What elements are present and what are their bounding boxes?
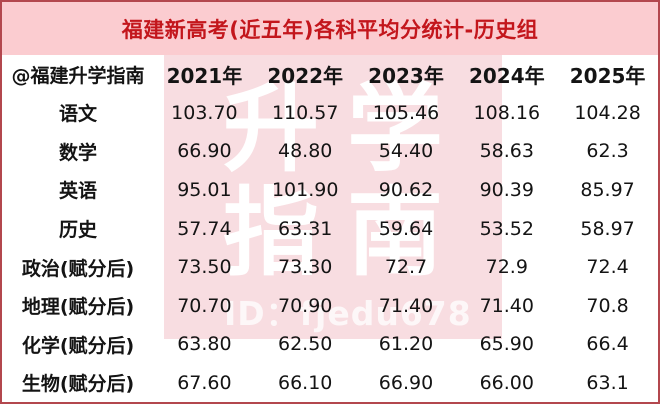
row-label: 政治(赋分后) <box>21 257 135 280</box>
score-cell: 61.20 <box>378 333 434 356</box>
score-cell: 63.1 <box>586 371 629 394</box>
watermark-characters: 升学 指南 <box>164 55 502 285</box>
page-title: 福建新高考(近五年)各科平均分统计-历史组 <box>121 17 539 42</box>
watermark: 升学 指南 ID：fjedu678 <box>164 55 502 339</box>
score-cell: 66.90 <box>177 140 232 163</box>
table-row: 化学(赋分后) 63.80 62.50 61.20 65.90 66.4 <box>2 325 658 364</box>
score-cell: 66.4 <box>586 333 629 356</box>
score-cell: 71.40 <box>378 294 434 317</box>
year-column-header: 2023年 <box>368 63 444 88</box>
row-label: 数学 <box>58 141 97 164</box>
score-cell: 103.70 <box>171 101 238 124</box>
table-row: 数学 66.90 48.80 54.40 58.63 62.3 <box>2 132 658 171</box>
source-handle: @福建升学指南 <box>11 64 145 87</box>
score-cell: 104.28 <box>574 101 641 124</box>
year-column-header: 2025年 <box>569 63 646 88</box>
score-cell: 58.63 <box>479 140 534 163</box>
score-cell: 59.64 <box>378 217 434 240</box>
row-label: 历史 <box>58 219 97 242</box>
score-cell: 58.97 <box>580 217 635 240</box>
score-cell: 70.90 <box>277 294 333 317</box>
watermark-line-2: 指南 <box>223 177 471 289</box>
score-cell: 71.40 <box>479 294 534 317</box>
watermark-id: ID：fjedu678 <box>224 294 472 333</box>
score-cell: 67.60 <box>177 371 232 394</box>
score-cell: 70.8 <box>586 294 629 317</box>
score-cell: 48.80 <box>277 140 333 163</box>
score-cell: 95.01 <box>177 178 232 201</box>
score-cell: 62.50 <box>277 333 333 356</box>
title-bar: 福建新高考(近五年)各科平均分统计-历史组 <box>2 2 658 55</box>
score-cell: 90.39 <box>479 178 534 201</box>
score-cell: 70.70 <box>177 294 232 317</box>
watermark-line-1: 升学 <box>223 73 471 185</box>
table-row: 历史 57.74 63.31 59.64 53.52 58.97 <box>2 209 658 248</box>
score-table: @福建升学指南 2021年 2022年 2023年 2024年 2025年语文 103.70… <box>2 55 658 402</box>
score-cell: 108.16 <box>473 101 541 124</box>
year-column-header: 2024年 <box>468 63 545 88</box>
score-cell: 66.10 <box>277 371 333 394</box>
score-cell: 110.57 <box>271 101 339 124</box>
row-label: 语文 <box>58 103 97 126</box>
row-label: 生物(赋分后) <box>21 373 135 396</box>
score-cell: 72.7 <box>384 256 428 279</box>
score-cell: 73.50 <box>177 256 232 279</box>
score-cell: 90.62 <box>378 178 434 201</box>
year-column-header: 2021年 <box>166 63 243 88</box>
row-label: 英语 <box>58 180 97 203</box>
score-cell: 53.52 <box>479 217 534 240</box>
score-cell: 66.90 <box>378 371 434 394</box>
table-row: 生物(赋分后) 67.60 66.10 66.90 66.00 63.1 <box>2 364 658 403</box>
score-cell: 57.74 <box>177 217 232 240</box>
year-column-header: 2022年 <box>267 63 344 88</box>
score-cell: 62.3 <box>586 140 629 163</box>
table-row: 政治(赋分后) 73.50 73.30 72.7 72.9 72.4 <box>2 248 658 287</box>
table-row: 语文 103.70 110.57 105.46 108.16 104.28 <box>2 94 658 133</box>
score-cell: 65.90 <box>479 333 534 356</box>
score-cell: 63.31 <box>277 217 333 240</box>
score-cell: 85.97 <box>580 178 635 201</box>
score-cell: 105.46 <box>372 101 440 124</box>
score-cell: 73.30 <box>277 256 333 279</box>
table-row: 英语 95.01 101.90 90.62 90.39 85.97 <box>2 171 658 210</box>
score-cell: 63.80 <box>177 333 232 356</box>
score-cell: 66.00 <box>479 371 534 394</box>
table-header-row: @福建升学指南 2021年 2022年 2023年 2024年 2025年 <box>2 55 658 94</box>
score-cell: 72.9 <box>485 256 528 279</box>
score-cell: 54.40 <box>378 140 434 163</box>
row-label: 化学(赋分后) <box>21 334 135 357</box>
score-cell: 101.90 <box>271 178 339 201</box>
table-row: 地理(赋分后) 70.70 70.90 71.40 71.40 70.8 <box>2 286 658 325</box>
score-cell: 72.4 <box>586 256 629 279</box>
row-label: 地理(赋分后) <box>21 296 135 319</box>
